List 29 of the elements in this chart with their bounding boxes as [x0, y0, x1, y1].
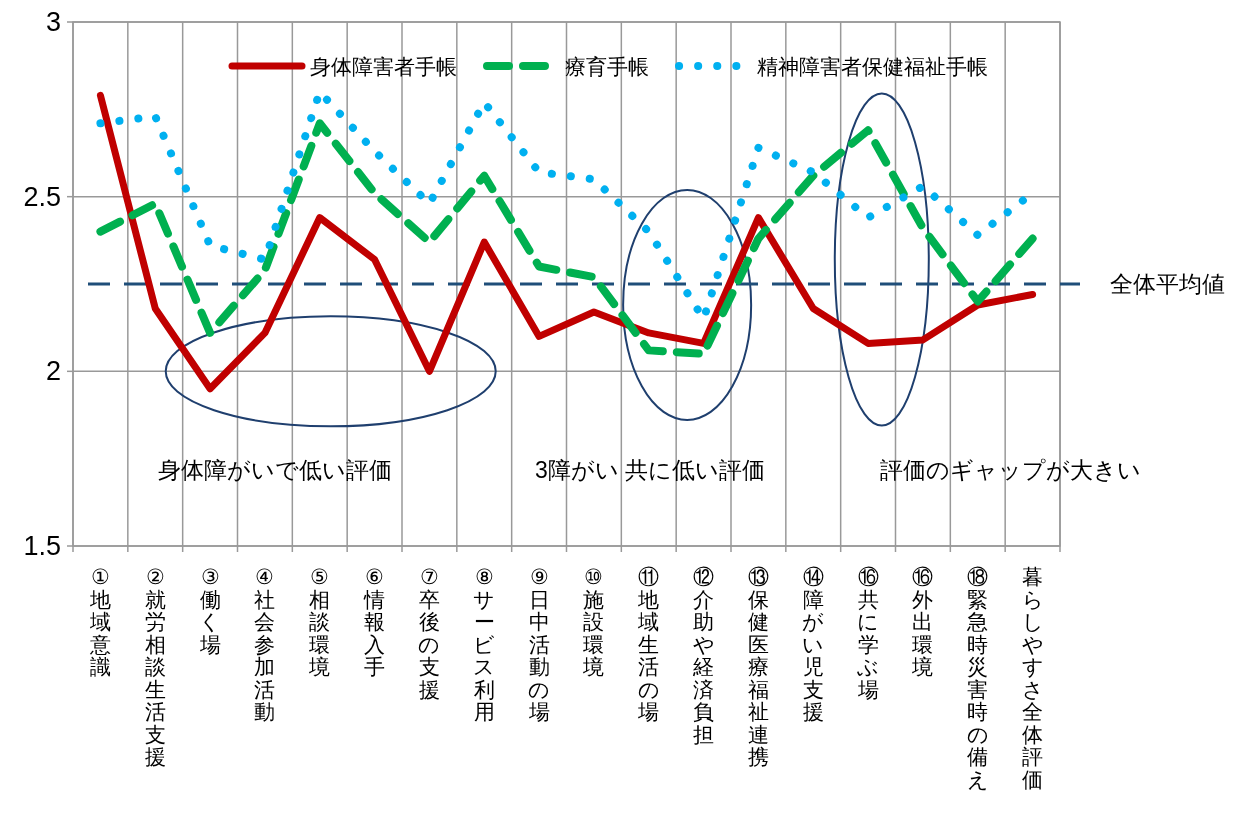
x-tick-label: ⑤相談環境 — [308, 565, 331, 678]
category-label: ⑬保健医療福祉連携 — [747, 565, 769, 768]
x-tick-label: ⑯共に学ぶ場 — [856, 565, 880, 701]
category-label: ⑱緊急時災害時の備え — [966, 565, 989, 791]
y-tick-label: 2 — [45, 356, 61, 387]
x-tick-label: ⑧サービス利用 — [473, 565, 496, 723]
legend-label: 身体障害者手帳 — [310, 54, 457, 78]
x-tick-label: ④社会参加活動 — [254, 565, 276, 723]
y-tick-label: 3 — [45, 7, 61, 37]
category-label: 暮らしやすさ全体評価 — [1021, 565, 1044, 791]
x-tick-label: ⑯外出環境 — [911, 565, 934, 678]
annotation: 身体障がいで低い評価 — [158, 457, 392, 483]
x-tick-label: ⑭障がい児支援 — [802, 565, 825, 723]
legend-label: 療育手帳 — [565, 54, 649, 78]
x-tick-label: ⑨日中活動の場 — [527, 565, 551, 723]
x-tick-label: ⑪地域生活の場 — [637, 565, 660, 723]
ref-line-label: 全体平均値 — [1110, 271, 1225, 297]
annotation: 3障がい 共に低い評価 — [534, 457, 766, 483]
y-tick-label: 1.5 — [23, 531, 61, 561]
legend-label: 精神障害者保健福祉手帳 — [757, 54, 988, 78]
x-tick-label: ①地域意識 — [88, 565, 111, 678]
x-tick-label: ⑫介助や経済負担 — [692, 565, 715, 746]
x-tick-label: ⑥情報入手 — [363, 565, 386, 678]
annotation: 評価のギャップが大きい — [879, 457, 1141, 483]
x-tick-label: ⑦卒後の支援 — [418, 565, 441, 701]
category-label: ②就労相談生活支援 — [144, 565, 166, 768]
y-tick-label: 2.5 — [23, 181, 61, 212]
x-tick-label: ⑩施設環境 — [582, 565, 605, 678]
x-tick-label: ③働く場 — [198, 565, 222, 656]
